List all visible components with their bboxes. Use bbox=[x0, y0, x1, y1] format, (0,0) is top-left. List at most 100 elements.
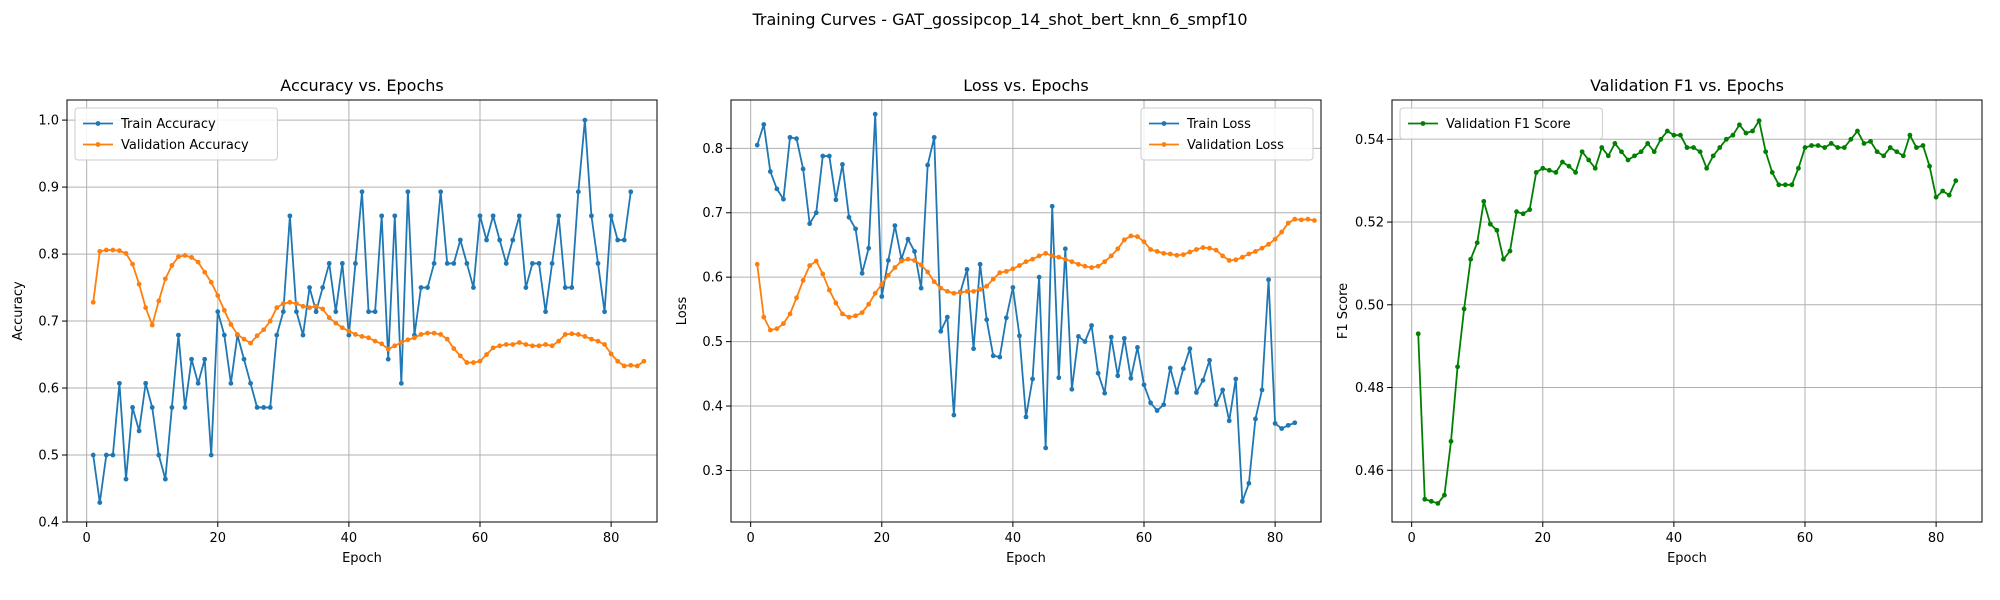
data-point bbox=[1422, 496, 1428, 502]
data-point bbox=[1776, 182, 1782, 188]
data-point bbox=[800, 278, 806, 283]
data-point bbox=[1043, 250, 1049, 256]
data-point bbox=[143, 305, 149, 311]
data-point bbox=[280, 309, 286, 315]
data-point bbox=[261, 327, 267, 333]
x-tick-label: 40 bbox=[1666, 531, 1683, 546]
axes-frame bbox=[66, 99, 658, 523]
x-tick-label: 20 bbox=[874, 531, 891, 546]
data-point bbox=[1023, 259, 1029, 265]
data-point bbox=[1769, 170, 1775, 175]
data-point bbox=[641, 358, 647, 364]
data-point bbox=[1546, 167, 1552, 173]
data-point bbox=[307, 305, 312, 311]
chart-loss: 0 20 40 60 80 0.3 0.4 0.5 0.6 0.7 0.8 Loss vs. Epoc… bbox=[675, 76, 1322, 566]
data-point bbox=[615, 358, 621, 364]
y-tick-label: 0.46 bbox=[1355, 464, 1384, 479]
data-point bbox=[892, 223, 898, 229]
data-point bbox=[110, 247, 116, 253]
data-point bbox=[1220, 253, 1226, 259]
data-point bbox=[1089, 265, 1094, 270]
data-point bbox=[1455, 364, 1460, 370]
data-point bbox=[1167, 365, 1173, 371]
data-point bbox=[866, 245, 872, 251]
data-point bbox=[1141, 239, 1147, 245]
data-point bbox=[615, 237, 621, 243]
data-point bbox=[484, 352, 489, 357]
data-point bbox=[444, 336, 450, 342]
data-point bbox=[840, 311, 845, 317]
legend-box bbox=[1399, 107, 1603, 140]
data-point bbox=[490, 345, 496, 351]
data-point bbox=[807, 263, 813, 268]
data-point bbox=[510, 237, 516, 243]
data-point bbox=[549, 343, 555, 349]
axes-frame bbox=[730, 99, 1322, 523]
series-line bbox=[92, 119, 632, 504]
data-point bbox=[1848, 136, 1854, 142]
data-point bbox=[1914, 145, 1919, 150]
y-tick-label: 0.7 bbox=[702, 206, 723, 221]
data-point bbox=[149, 405, 155, 410]
data-point bbox=[123, 250, 129, 256]
data-point bbox=[202, 269, 208, 275]
data-point bbox=[1102, 259, 1108, 265]
data-point bbox=[398, 380, 404, 386]
series-validation-loss bbox=[754, 216, 1317, 333]
data-point bbox=[333, 309, 339, 315]
data-point bbox=[774, 186, 780, 192]
data-point bbox=[346, 332, 352, 338]
data-point bbox=[1599, 145, 1605, 150]
data-point bbox=[1619, 149, 1624, 155]
data-point bbox=[254, 405, 260, 410]
data-point bbox=[346, 328, 352, 334]
data-point bbox=[1239, 254, 1245, 260]
data-point bbox=[1723, 136, 1729, 142]
data-point bbox=[1141, 382, 1147, 388]
x-tick-label: 0 bbox=[1408, 531, 1416, 546]
data-point bbox=[602, 309, 607, 315]
x-tick-label: 80 bbox=[1267, 531, 1284, 546]
data-point bbox=[853, 313, 858, 319]
data-point bbox=[1678, 132, 1683, 138]
data-point bbox=[846, 314, 852, 320]
data-point bbox=[977, 287, 983, 292]
data-point bbox=[444, 261, 450, 266]
data-point bbox=[117, 248, 122, 254]
data-point bbox=[767, 327, 773, 333]
data-point bbox=[1573, 170, 1578, 175]
data-point bbox=[754, 142, 760, 148]
data-point bbox=[182, 253, 188, 258]
data-point bbox=[1266, 277, 1271, 283]
data-point bbox=[582, 117, 588, 123]
y-tick-label: 0.7 bbox=[38, 315, 59, 330]
data-point bbox=[826, 287, 832, 293]
data-point bbox=[162, 276, 168, 282]
data-point bbox=[774, 326, 780, 332]
data-point bbox=[833, 300, 839, 306]
y-tick-label: 0.5 bbox=[38, 449, 59, 464]
data-point bbox=[1154, 408, 1160, 413]
data-point bbox=[339, 261, 345, 266]
y-tick-label: 0.54 bbox=[1355, 133, 1384, 148]
data-point bbox=[562, 285, 568, 290]
data-point bbox=[1697, 149, 1703, 155]
data-point bbox=[490, 213, 496, 219]
data-point bbox=[859, 310, 865, 316]
legend-label: Validation F1 Score bbox=[1446, 117, 1571, 132]
data-point bbox=[156, 298, 162, 304]
data-point bbox=[621, 363, 627, 369]
data-point bbox=[1174, 390, 1180, 395]
data-point bbox=[464, 261, 470, 266]
data-point bbox=[523, 342, 529, 347]
data-point bbox=[1062, 256, 1068, 262]
data-point bbox=[176, 332, 181, 338]
y-tick-label: 0.52 bbox=[1355, 216, 1384, 231]
data-point bbox=[1128, 233, 1134, 239]
y-tick-label: 0.6 bbox=[702, 271, 723, 286]
data-point bbox=[379, 213, 385, 219]
data-point bbox=[1148, 247, 1153, 252]
data-point bbox=[189, 255, 194, 260]
data-point bbox=[536, 261, 542, 266]
